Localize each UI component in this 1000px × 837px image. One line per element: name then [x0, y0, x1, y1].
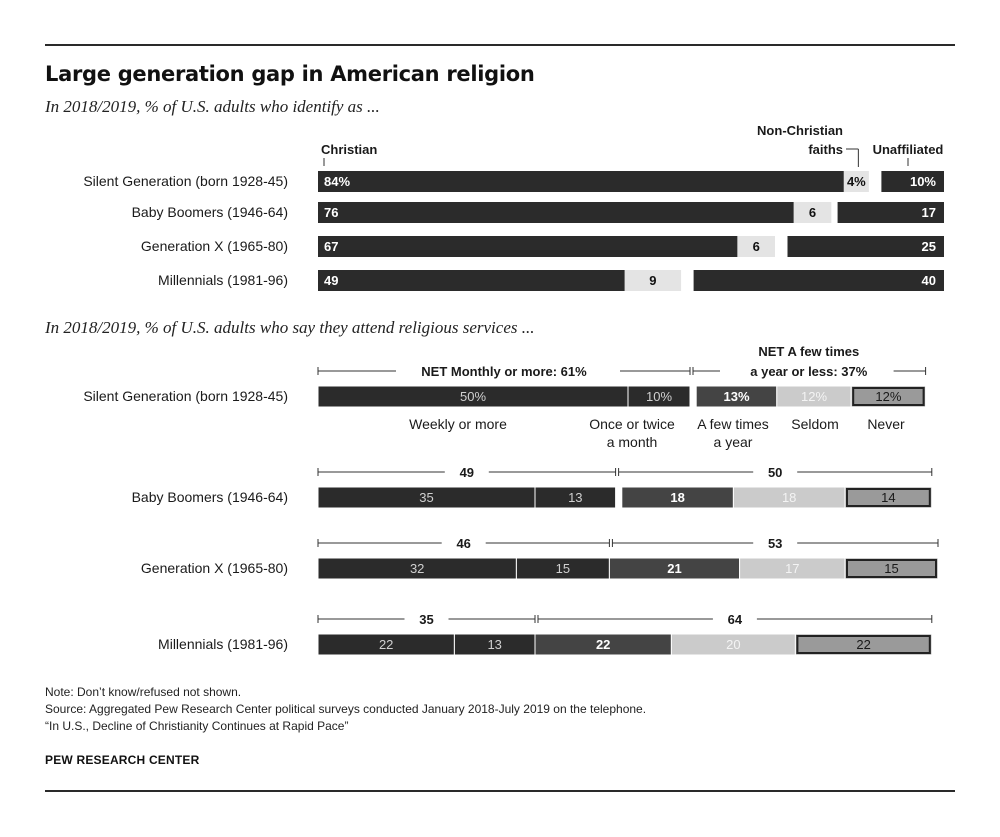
identity-row-label: Silent Generation (born 1928-45) [83, 173, 288, 189]
christian-data-label: 49 [324, 273, 338, 288]
christian-data-label: 67 [324, 239, 338, 254]
net-few-times-label: NET A few times [758, 344, 859, 359]
unaffiliated-data-label: 17 [922, 205, 936, 220]
attendance-row-label: Generation X (1965-80) [141, 560, 288, 576]
few-times-data-label: 18 [670, 490, 684, 505]
non-christian-series-label-line2: faiths [808, 142, 843, 157]
non-christian-data-label: 6 [753, 239, 760, 254]
few-times-category-label: a year [714, 434, 753, 450]
non-christian-series-label: Non-Christian [757, 123, 843, 138]
weekly-data-label: 50% [460, 389, 486, 404]
few-times-data-label: 13% [723, 389, 749, 404]
monthly-data-label: 13 [568, 490, 582, 505]
unaffiliated-series-label: Unaffiliated [873, 142, 944, 157]
never-data-label: 12% [875, 389, 901, 404]
chart-notes: Note: Don’t know/refused not shown. Sour… [45, 684, 646, 735]
weekly-data-label: 35 [419, 490, 433, 505]
net-monthly-value: 35 [419, 612, 433, 627]
net-monthly-label: NET Monthly or more: 61% [421, 364, 587, 379]
seldom-category-label: Seldom [791, 416, 838, 432]
few-times-data-label: 21 [667, 561, 681, 576]
weekly-data-label: 22 [379, 637, 393, 652]
unaffiliated-bar [788, 236, 945, 257]
christian-bar [318, 236, 737, 257]
non-christian-data-label: 4% [847, 174, 866, 189]
monthly-data-label: 10% [646, 389, 672, 404]
never-data-label: 14 [881, 490, 895, 505]
christian-series-label: Christian [321, 142, 377, 157]
bottom-rule [45, 790, 955, 792]
unaffiliated-bar [694, 270, 944, 291]
few-times-category-label: A few times [697, 416, 769, 432]
identity-row-label: Generation X (1965-80) [141, 238, 288, 254]
identity-row-label: Millennials (1981-96) [158, 272, 288, 288]
non-christian-data-label: 6 [809, 205, 816, 220]
source-line: Source: Aggregated Pew Research Center p… [45, 701, 646, 718]
weekly-category-label: Weekly or more [409, 416, 507, 432]
never-data-label: 15 [884, 561, 898, 576]
monthly-category-label: Once or twice [589, 416, 675, 432]
never-category-label: Never [867, 416, 905, 432]
unaffiliated-data-label: 10% [910, 174, 936, 189]
monthly-data-label: 13 [487, 637, 501, 652]
monthly-data-label: 15 [556, 561, 570, 576]
never-data-label: 22 [856, 637, 870, 652]
weekly-data-label: 32 [410, 561, 424, 576]
net-few-times-value: 50 [768, 465, 782, 480]
net-monthly-value: 49 [460, 465, 474, 480]
attendance-row-label: Millennials (1981-96) [158, 636, 288, 652]
note-line: Note: Don’t know/refused not shown. [45, 684, 646, 701]
christian-data-label: 76 [324, 205, 338, 220]
seldom-data-label: 20 [726, 637, 740, 652]
net-few-times-value: 53 [768, 536, 782, 551]
identity-row-label: Baby Boomers (1946-64) [132, 204, 288, 220]
christian-bar [318, 202, 794, 223]
attendance-row-label: Baby Boomers (1946-64) [132, 489, 288, 505]
monthly-category-label: a month [607, 434, 658, 450]
non-christian-data-label: 9 [649, 273, 656, 288]
unaffiliated-data-label: 40 [922, 273, 936, 288]
seldom-data-label: 12% [801, 389, 827, 404]
christian-bar [318, 270, 625, 291]
unaffiliated-data-label: 25 [922, 239, 936, 254]
attendance-row-label: Silent Generation (born 1928-45) [83, 388, 288, 404]
few-times-data-label: 22 [596, 637, 610, 652]
source-org: PEW RESEARCH CENTER [45, 753, 199, 767]
net-few-times-label-line2: a year or less: 37% [750, 364, 868, 379]
seldom-data-label: 17 [785, 561, 799, 576]
seldom-data-label: 18 [782, 490, 796, 505]
net-few-times-value: 64 [728, 612, 743, 627]
report-title-line: “In U.S., Decline of Christianity Contin… [45, 718, 646, 735]
christian-bar [318, 171, 844, 192]
net-monthly-value: 46 [456, 536, 470, 551]
christian-data-label: 84% [324, 174, 350, 189]
